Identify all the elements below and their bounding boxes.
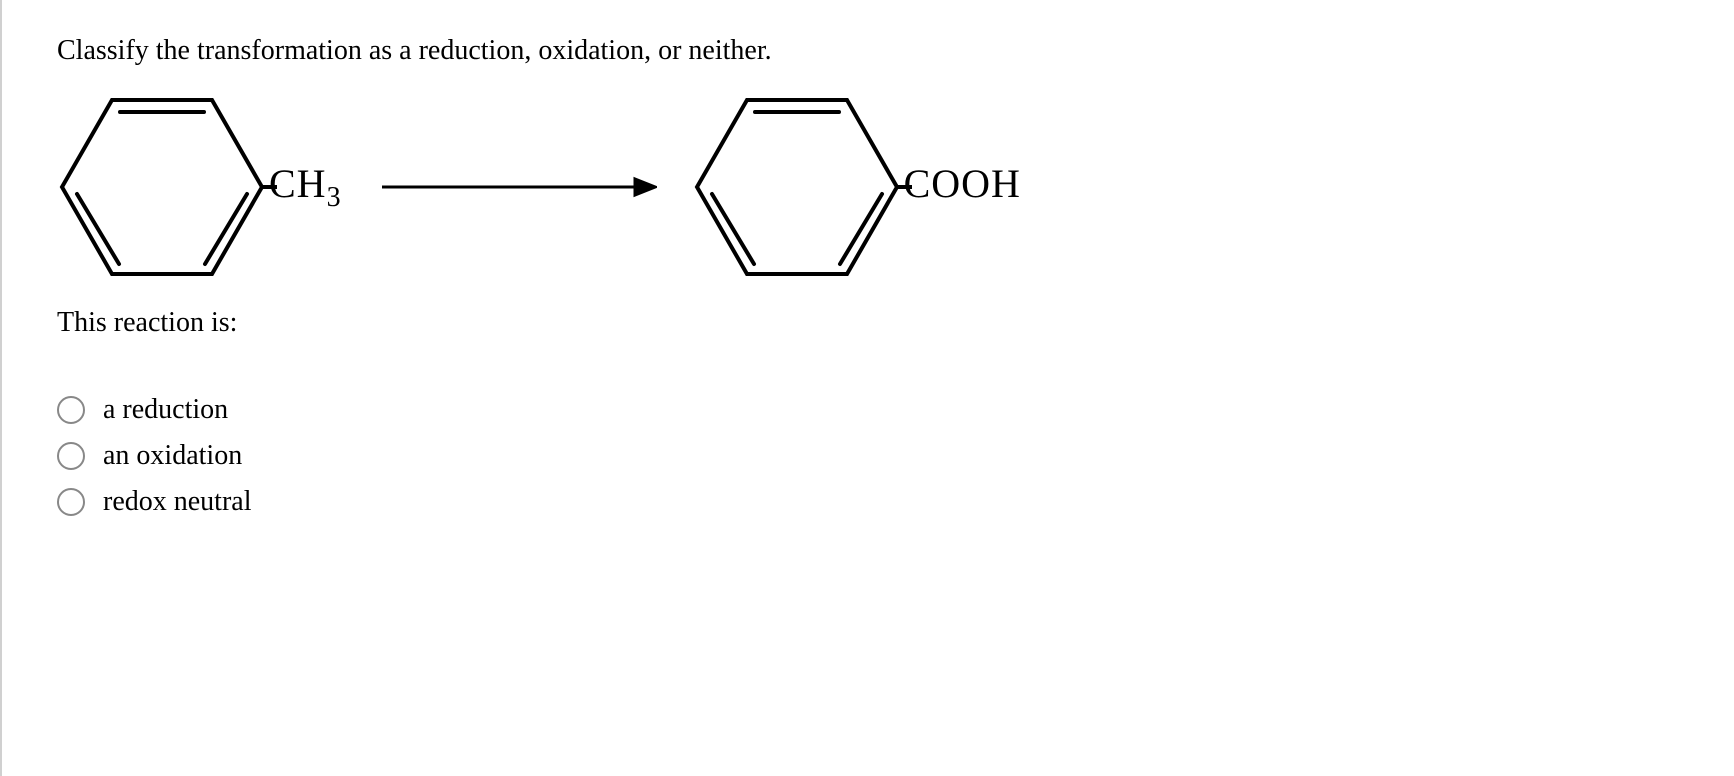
- product-formula: COOH: [904, 161, 1021, 206]
- sub-prompt: This reaction is:: [57, 307, 1679, 339]
- reactant-molecule: CH3: [57, 82, 342, 292]
- option-label: an oxidation: [103, 440, 242, 472]
- option-reduction[interactable]: a reduction: [57, 394, 1679, 426]
- option-redox-neutral[interactable]: redox neutral: [57, 486, 1679, 518]
- question-prompt: Classify the transformation as a reducti…: [57, 35, 1679, 67]
- radio-icon[interactable]: [57, 396, 85, 424]
- reaction-scheme: CH3 COOH: [57, 82, 1679, 292]
- option-oxidation[interactable]: an oxidation: [57, 440, 1679, 472]
- option-label: redox neutral: [103, 486, 252, 518]
- reaction-arrow-icon: [377, 172, 657, 202]
- product-molecule: COOH: [692, 82, 1021, 292]
- reactant-formula: CH: [269, 161, 327, 206]
- benzene-ring-icon: [57, 82, 277, 292]
- option-label: a reduction: [103, 394, 228, 426]
- reactant-substituent: CH3: [269, 160, 342, 214]
- radio-icon[interactable]: [57, 488, 85, 516]
- options-group: a reduction an oxidation redox neutral: [57, 394, 1679, 518]
- benzene-ring-icon: [692, 82, 912, 292]
- reactant-subscript: 3: [327, 182, 342, 213]
- radio-icon[interactable]: [57, 442, 85, 470]
- product-substituent: COOH: [904, 160, 1021, 214]
